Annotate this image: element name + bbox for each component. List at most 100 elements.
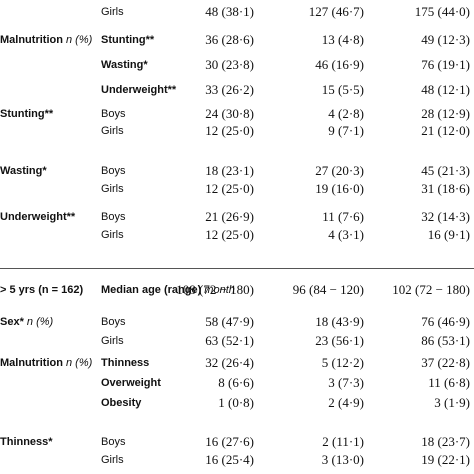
table-row: Girls 48 (38·1) 127 (46·7) 175 (44·0)	[0, 3, 474, 21]
value-col-2: 4 (3·1)	[328, 227, 364, 242]
row-category: Girls	[101, 125, 124, 137]
table-row: Girls 12 (25·0) 9 (7·1) 21 (12·0)	[0, 122, 474, 140]
value-col-1: 12 (25·0)	[205, 123, 254, 138]
value-col-1: 1 (0·8)	[218, 395, 254, 410]
table-row: > 5 yrs (n = 162) Median age (range) mon…	[0, 281, 474, 299]
section-divider	[0, 268, 474, 269]
row-label: Thinness*	[0, 436, 53, 448]
table-row: Malnutrition n (%) Stunting** 36 (28·6) …	[0, 31, 474, 49]
value-col-3: 76 (19·1)	[421, 57, 470, 72]
value-col-1: 8 (6·6)	[218, 375, 254, 390]
row-category: Overweight	[101, 377, 161, 389]
value-col-1: 16 (27·6)	[205, 434, 254, 449]
table-row: Girls 12 (25·0) 19 (16·0) 31 (18·6)	[0, 180, 474, 198]
value-col-3: 175 (44·0)	[414, 4, 470, 19]
table-row: Obesity 1 (0·8) 2 (4·9) 3 (1·9)	[0, 394, 474, 412]
value-col-3: 11 (6·8)	[428, 375, 470, 390]
value-col-1: 30 (23·8)	[205, 57, 254, 72]
row-category: Obesity	[101, 397, 142, 409]
table-row: Wasting* Boys 18 (23·1) 27 (20·3) 45 (21…	[0, 162, 474, 180]
value-col-1: 63 (52·1)	[205, 333, 254, 348]
row-category: Thinness	[101, 357, 150, 369]
row-label: Malnutrition n (%)	[0, 34, 93, 46]
value-col-3: 31 (18·6)	[421, 181, 470, 196]
value-col-2: 5 (12·2)	[321, 355, 364, 370]
table-row: Thinness* Boys 16 (27·6) 2 (11·1) 18 (23…	[0, 433, 474, 451]
value-col-1: 108 (72 − 180)	[176, 282, 254, 297]
row-category: Girls	[101, 183, 124, 195]
value-col-3: 16 (9·1)	[427, 227, 470, 242]
value-col-1: 33 (26·2)	[205, 82, 254, 97]
value-col-2: 27 (20·3)	[315, 163, 364, 178]
value-col-3: 76 (46·9)	[421, 314, 470, 329]
table-row: Stunting** Boys 24 (30·8) 4 (2·8) 28 (12…	[0, 105, 474, 123]
value-col-2: 15 (5·5)	[321, 82, 364, 97]
row-label: Wasting*	[0, 165, 47, 177]
value-col-2: 23 (56·1)	[315, 333, 364, 348]
row-category: Boys	[101, 211, 126, 223]
value-col-1: 18 (23·1)	[205, 163, 254, 178]
value-col-3: 32 (14·3)	[421, 209, 470, 224]
value-col-2: 96 (84 − 120)	[292, 282, 364, 297]
row-category: Boys	[101, 436, 126, 448]
table-row: Overweight 8 (6·6) 3 (7·3) 11 (6·8)	[0, 374, 474, 392]
row-label: > 5 yrs (n = 162)	[0, 284, 84, 296]
value-col-1: 12 (25·0)	[205, 181, 254, 196]
value-col-2: 2 (4·9)	[328, 395, 364, 410]
row-category: Girls	[101, 454, 124, 466]
row-label: Malnutrition n (%)	[0, 357, 93, 369]
value-col-1: 32 (26·4)	[205, 355, 254, 370]
value-col-3: 21 (12·0)	[421, 123, 470, 138]
table-row: Wasting* 30 (23·8) 46 (16·9) 76 (19·1)	[0, 56, 474, 74]
value-col-2: 4 (2·8)	[328, 106, 364, 121]
row-category: Girls	[101, 335, 124, 347]
row-category: Girls	[101, 229, 124, 241]
value-col-2: 19 (16·0)	[315, 181, 364, 196]
row-category: Boys	[101, 316, 126, 328]
value-col-1: 21 (26·9)	[205, 209, 254, 224]
row-category: Girls	[101, 6, 124, 18]
value-col-1: 24 (30·8)	[205, 106, 254, 121]
value-col-3: 18 (23·7)	[421, 434, 470, 449]
value-col-3: 86 (53·1)	[421, 333, 470, 348]
value-col-2: 46 (16·9)	[315, 57, 364, 72]
row-category: Stunting**	[101, 34, 155, 46]
table-row: Underweight** Boys 21 (26·9) 11 (7·6) 32…	[0, 208, 474, 226]
value-col-1: 58 (47·9)	[205, 314, 254, 329]
row-category: Median age (range) month	[101, 284, 235, 296]
value-col-3: 48 (12·1)	[421, 82, 470, 97]
table-row: Girls 63 (52·1) 23 (56·1) 86 (53·1)	[0, 332, 474, 350]
value-col-1: 36 (28·6)	[205, 32, 254, 47]
row-category: Boys	[101, 165, 126, 177]
value-col-3: 28 (12·9)	[421, 106, 470, 121]
value-col-2: 13 (4·8)	[321, 32, 364, 47]
value-col-3: 37 (22·8)	[421, 355, 470, 370]
table-row: Underweight** 33 (26·2) 15 (5·5) 48 (12·…	[0, 81, 474, 99]
value-col-3: 3 (1·9)	[434, 395, 470, 410]
value-col-1: 16 (25·4)	[205, 452, 254, 467]
value-col-2: 3 (7·3)	[328, 375, 364, 390]
row-label: Underweight**	[0, 211, 76, 223]
row-category: Wasting*	[101, 59, 148, 71]
row-label: Stunting**	[0, 108, 54, 120]
row-category: Underweight**	[101, 84, 177, 96]
value-col-2: 11 (7·6)	[322, 209, 364, 224]
row-category: Boys	[101, 108, 126, 120]
value-col-3: 19 (22·1)	[421, 452, 470, 467]
value-col-1: 12 (25·0)	[205, 227, 254, 242]
value-col-2: 18 (43·9)	[315, 314, 364, 329]
value-col-2: 3 (13·0)	[321, 452, 364, 467]
value-col-2: 2 (11·1)	[322, 434, 364, 449]
value-col-3: 49 (12·3)	[421, 32, 470, 47]
value-col-2: 127 (46·7)	[308, 4, 364, 19]
row-label: Sex* n (%)	[0, 316, 54, 328]
value-col-3: 45 (21·3)	[421, 163, 470, 178]
table-row: Girls 12 (25·0) 4 (3·1) 16 (9·1)	[0, 226, 474, 244]
value-col-3: 102 (72 − 180)	[392, 282, 470, 297]
value-col-1: 48 (38·1)	[205, 4, 254, 19]
table-row: Sex* n (%) Boys 58 (47·9) 18 (43·9) 76 (…	[0, 313, 474, 331]
table-row: Malnutrition n (%) Thinness 32 (26·4) 5 …	[0, 354, 474, 372]
value-col-2: 9 (7·1)	[328, 123, 364, 138]
table-row: Girls 16 (25·4) 3 (13·0) 19 (22·1)	[0, 451, 474, 469]
